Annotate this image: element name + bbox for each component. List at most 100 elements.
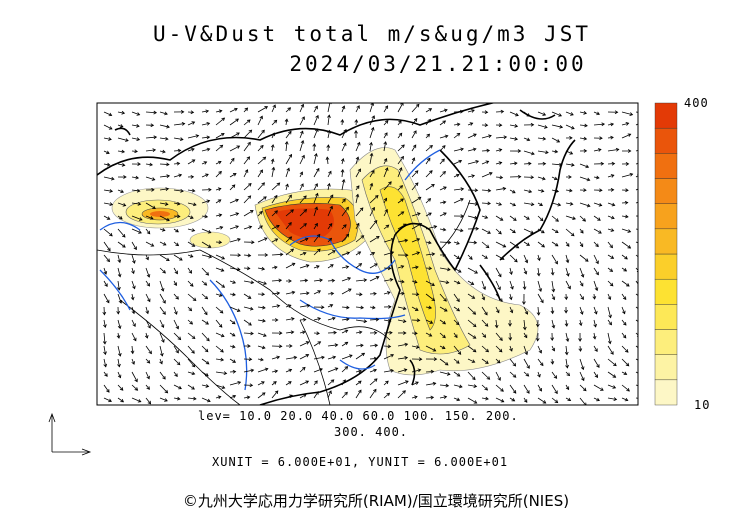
wind-vector: [411, 369, 421, 373]
wind-vector: [621, 397, 628, 401]
wind-vector-head: [263, 281, 267, 285]
wind-vector: [621, 332, 627, 339]
wind-vector: [537, 371, 541, 378]
wind-vector-head: [119, 387, 124, 391]
wind-vector-head: [626, 283, 630, 287]
wind-vector-head: [472, 335, 477, 339]
wind-vector: [425, 212, 432, 217]
wind-vector-head: [385, 380, 389, 385]
wind-vector-head: [206, 121, 211, 126]
wind-vector: [495, 332, 503, 341]
wind-vector-head: [274, 390, 279, 395]
wind-vector-head: [231, 320, 236, 325]
wind-vector: [425, 280, 435, 286]
wind-vector-head: [288, 236, 293, 240]
wind-vector: [327, 390, 332, 399]
wind-vector-head: [497, 377, 501, 381]
wind-vector-head: [303, 209, 308, 213]
wind-vector-head: [485, 244, 490, 249]
wind-vector-head: [567, 285, 571, 290]
wind-vector-head: [137, 399, 142, 403]
wind-vector: [425, 306, 432, 309]
wind-vector-head: [595, 271, 599, 276]
wind-vector-head: [174, 311, 178, 315]
wind-vector-head: [373, 330, 378, 335]
wind-vector-head: [262, 305, 266, 310]
wind-vector-head: [384, 132, 388, 136]
wind-vector-head: [403, 223, 407, 228]
wind-vector: [383, 105, 388, 113]
wind-vector: [593, 306, 597, 315]
copyright-notice: ©九州大学応用力学研究所(RIAM)/国立環境研究所(NIES): [182, 492, 570, 510]
wind-vector: [481, 306, 488, 316]
wind-vector-head: [428, 212, 432, 216]
wind-vector: [103, 124, 113, 130]
wind-vector: [579, 319, 582, 326]
wind-vector-head: [355, 156, 360, 161]
wind-vector-head: [473, 400, 478, 404]
wind-vector: [383, 354, 394, 360]
wind-vector-head: [192, 297, 197, 302]
wind-vector-head: [643, 112, 646, 115]
wind-vector-head: [235, 212, 240, 216]
wind-vector-head: [370, 103, 375, 106]
wind-vector: [565, 358, 568, 368]
wind-vector: [257, 381, 265, 386]
wind-vector: [481, 280, 486, 290]
wind-vector-head: [405, 380, 409, 384]
wind-vector-head: [272, 104, 276, 109]
wind-vector: [607, 345, 614, 355]
wind-vector: [313, 223, 318, 230]
wind-vector-head: [469, 122, 474, 126]
wind-vector-head: [514, 258, 518, 263]
wind-vector-head: [291, 317, 295, 321]
wind-vector: [341, 379, 346, 386]
wind-vector: [327, 304, 333, 308]
wind-vector: [341, 392, 348, 399]
wind-vector: [355, 370, 362, 373]
wind-vector: [551, 267, 554, 275]
wind-vector-head: [164, 202, 169, 206]
wind-vector: [341, 169, 344, 178]
wind-vector-head: [134, 387, 139, 391]
wind-vector-head: [482, 334, 487, 338]
wind-vector: [117, 280, 120, 290]
wind-vector-head: [259, 225, 263, 229]
wind-vector: [173, 293, 179, 300]
wind-vector-head: [600, 161, 605, 166]
wind-vector-head: [538, 387, 542, 392]
wind-vector: [579, 124, 588, 127]
wind-vector: [257, 368, 268, 373]
wind-vector: [271, 225, 280, 230]
wind-vector: [285, 168, 290, 178]
wind-vector: [341, 198, 346, 204]
wind-vector: [271, 132, 275, 139]
wind-vector: [369, 369, 377, 373]
wind-vector: [593, 215, 601, 221]
wind-vector-head: [371, 252, 376, 256]
wind-vector: [369, 263, 378, 269]
wind-vector: [411, 266, 419, 269]
wind-vector: [159, 345, 163, 357]
wind-vector: [103, 254, 110, 262]
wind-vector: [439, 241, 451, 243]
wind-vector: [145, 345, 152, 354]
wind-vector-head: [610, 122, 615, 127]
wind-vector-head: [642, 311, 645, 314]
wind-vector: [425, 319, 433, 324]
wind-vector: [425, 145, 433, 152]
wind-vector-head: [442, 120, 447, 124]
wind-vector: [593, 319, 597, 327]
wind-vector-head: [523, 399, 528, 403]
wind-vector-head: [376, 236, 380, 240]
wind-vector: [621, 254, 628, 260]
wind-vector: [579, 384, 587, 391]
wind-vector-head: [444, 108, 448, 113]
wind-vector-head: [259, 169, 263, 174]
wind-vector: [635, 293, 638, 296]
wind-vector: [523, 189, 532, 193]
wind-vector: [495, 371, 501, 381]
wind-vector-head: [402, 390, 406, 394]
wind-vector: [383, 369, 394, 373]
